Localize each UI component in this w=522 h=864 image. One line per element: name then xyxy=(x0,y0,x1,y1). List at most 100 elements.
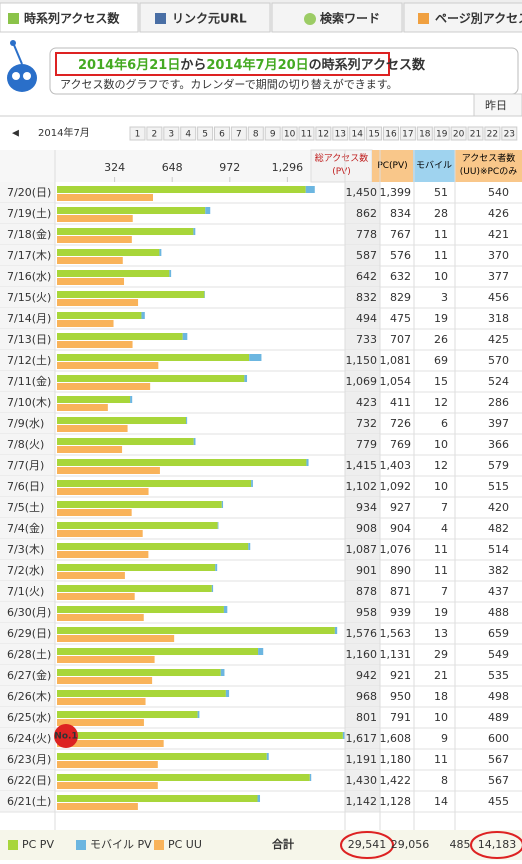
tab[interactable] xyxy=(271,2,403,33)
calendar-day-box[interactable] xyxy=(501,126,518,141)
calendar-day-box[interactable] xyxy=(349,126,366,141)
pc-uu: 366 xyxy=(488,438,509,451)
mobile-pv: 11 xyxy=(434,249,448,262)
bar xyxy=(57,375,245,382)
tab-label[interactable]: 検索ワード xyxy=(320,11,380,26)
period-tab-label[interactable]: 昨日 xyxy=(485,99,507,112)
calendar-day-box[interactable] xyxy=(450,126,467,141)
pc-uu: 515 xyxy=(488,480,509,493)
calendar-day-box[interactable] xyxy=(467,126,484,141)
legend-label: PC UU xyxy=(168,838,202,851)
total-value: 29,056 xyxy=(391,838,430,851)
active-tab[interactable] xyxy=(0,2,139,33)
bar xyxy=(57,564,216,571)
calendar-day[interactable]: 10 xyxy=(284,130,296,140)
calendar-day[interactable]: 4 xyxy=(185,130,191,140)
date-cell xyxy=(0,266,55,287)
bar xyxy=(204,291,205,298)
total-pv: 1,617 xyxy=(346,732,378,745)
total-pv: 908 xyxy=(356,522,377,535)
calendar-day[interactable]: 1 xyxy=(135,130,141,140)
calendar-day-box[interactable] xyxy=(264,126,281,141)
calendar-day-box[interactable] xyxy=(383,126,399,141)
total-cell xyxy=(345,518,380,539)
calendar-day[interactable]: 7 xyxy=(236,130,242,140)
tab-label[interactable]: 時系列アクセス数 xyxy=(24,11,120,26)
calendar-prev[interactable]: ◀ xyxy=(12,129,19,139)
calendar-day[interactable]: 8 xyxy=(253,130,259,140)
bar xyxy=(57,341,133,348)
calendar-day[interactable]: 2 xyxy=(152,130,158,140)
calendar-day-box[interactable] xyxy=(129,126,146,141)
mobile-pv: 11 xyxy=(434,543,448,556)
bar xyxy=(205,207,211,214)
calendar-day-box[interactable] xyxy=(247,126,264,141)
total-pv: 732 xyxy=(356,417,377,430)
calendar-day-box[interactable] xyxy=(484,126,501,141)
calendar-day-box[interactable] xyxy=(399,126,416,141)
tab-label[interactable]: リンク元URL xyxy=(172,12,247,26)
calendar-day[interactable]: 6 xyxy=(219,130,225,140)
calendar-day-box[interactable] xyxy=(180,126,197,141)
tab[interactable] xyxy=(139,2,271,33)
total-cell xyxy=(345,686,380,707)
calendar-day[interactable]: 14 xyxy=(351,130,363,140)
bar xyxy=(225,690,230,697)
pc-pv: 950 xyxy=(390,690,411,703)
calendar-day-box[interactable] xyxy=(197,126,214,141)
total-cell xyxy=(345,350,380,371)
bar xyxy=(57,635,175,642)
date-label: 6/26(木) xyxy=(7,690,51,703)
column-header: 総アクセス数(PV) xyxy=(314,154,369,177)
calendar-day-box[interactable] xyxy=(298,126,315,141)
date-cell xyxy=(0,245,55,266)
calendar-day-box[interactable] xyxy=(416,126,433,141)
calendar-day-box[interactable] xyxy=(281,126,298,141)
pc-uu: 498 xyxy=(488,690,509,703)
pc-pv: 1,131 xyxy=(380,648,412,661)
bar xyxy=(193,228,196,235)
tab-label[interactable]: ページ別アクセス xyxy=(435,12,522,26)
calendar-day-box[interactable] xyxy=(315,126,332,141)
calendar-day[interactable]: 5 xyxy=(202,130,208,140)
calendar-day[interactable]: 21 xyxy=(470,130,481,140)
calendar-day-box[interactable] xyxy=(146,126,163,141)
bar xyxy=(57,614,144,621)
calendar-day[interactable]: 13 xyxy=(335,130,346,140)
calendar-day[interactable]: 9 xyxy=(270,130,276,140)
calendar-day-box[interactable] xyxy=(230,126,247,141)
calendar-day[interactable]: 20 xyxy=(453,130,465,140)
bar xyxy=(244,375,248,382)
calendar-day[interactable]: 16 xyxy=(385,130,397,140)
calendar-day[interactable]: 19 xyxy=(436,130,448,140)
calendar-day-box[interactable] xyxy=(332,126,349,141)
mobile-pv: 29 xyxy=(434,648,448,661)
calendar-day[interactable]: 15 xyxy=(368,130,379,140)
total-pv: 1,142 xyxy=(346,795,378,808)
calendar-day-box[interactable] xyxy=(163,126,180,141)
mobile-pv: 12 xyxy=(434,459,448,472)
mobile-pv: 18 xyxy=(434,690,448,703)
pc-pv: 576 xyxy=(390,249,411,262)
calendar-day[interactable]: 12 xyxy=(318,130,329,140)
mobile-pv: 9 xyxy=(441,732,448,745)
bar xyxy=(249,354,262,361)
calendar-day[interactable]: 17 xyxy=(402,130,413,140)
calendar-day[interactable]: 11 xyxy=(301,130,312,140)
header-cell-text: アクセス者数(UU)※PCのみ xyxy=(460,154,517,177)
calendar-day-box[interactable] xyxy=(366,126,383,141)
pc-pv: 829 xyxy=(390,291,411,304)
calendar-day[interactable]: 22 xyxy=(487,130,498,140)
calendar-day-box[interactable] xyxy=(433,126,450,141)
total-cell xyxy=(345,434,380,455)
calendar-day[interactable]: 18 xyxy=(419,130,431,140)
date-label: 7/10(木) xyxy=(7,396,51,409)
total-cell xyxy=(345,497,380,518)
bar xyxy=(220,669,225,676)
calendar-day[interactable]: 23 xyxy=(504,130,515,140)
calendar-day[interactable]: 3 xyxy=(168,130,174,140)
calendar-day-box[interactable] xyxy=(214,126,230,141)
pc-pv: 1,608 xyxy=(380,732,412,745)
tab-icon xyxy=(8,13,19,24)
pc-uu: 286 xyxy=(488,396,509,409)
